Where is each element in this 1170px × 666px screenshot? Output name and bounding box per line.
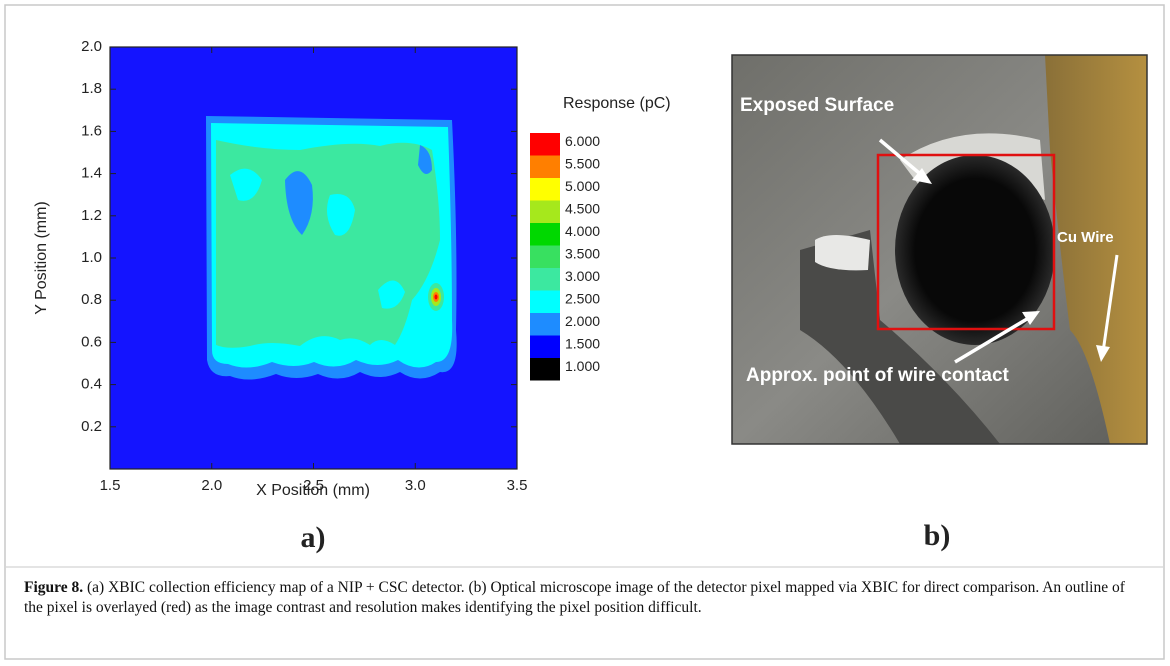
colorbar-swatch bbox=[530, 290, 560, 313]
colorbar-tick-label: 5.000 bbox=[565, 178, 600, 194]
colorbar-tick-label: 1.500 bbox=[565, 335, 600, 351]
y-tick-label: 1.8 bbox=[81, 80, 102, 97]
x-tick-label: 3.5 bbox=[507, 477, 528, 494]
contour-map bbox=[110, 47, 517, 469]
colorbar-tick-label: 3.500 bbox=[565, 245, 600, 261]
image-annotation: Approx. point of wire contact bbox=[746, 365, 1010, 386]
panel-label: b) bbox=[924, 519, 951, 552]
y-tick-label: 0.4 bbox=[81, 376, 102, 393]
image-annotation: Exposed Surface bbox=[740, 95, 894, 116]
colorbar-swatch bbox=[530, 313, 560, 336]
y-tick-label: 1.6 bbox=[81, 122, 102, 139]
y-tick-label: 1.2 bbox=[81, 207, 102, 224]
colorbar-tick-label: 2.500 bbox=[565, 290, 600, 306]
microscope-image bbox=[731, 54, 1148, 445]
y-tick-label: 0.2 bbox=[81, 418, 102, 435]
x-tick-label: 2.5 bbox=[303, 477, 324, 494]
x-tick-label: 3.0 bbox=[405, 477, 426, 494]
y-tick-label: 2.0 bbox=[81, 38, 102, 55]
colorbar-swatch bbox=[530, 133, 560, 156]
colorbar-swatch bbox=[530, 245, 560, 268]
y-tick-label: 1.0 bbox=[81, 249, 102, 266]
colorbar-swatch bbox=[530, 268, 560, 291]
colorbar-tick-label: 5.500 bbox=[565, 155, 600, 171]
caption-label: Figure 8. bbox=[24, 579, 84, 596]
colorbar-tick-label: 1.000 bbox=[565, 358, 600, 374]
x-tick-label: 1.5 bbox=[100, 477, 121, 494]
colorbar-swatch bbox=[530, 358, 560, 381]
y-axis-label: Y Position (mm) bbox=[33, 201, 50, 315]
image-annotation: Cu Wire bbox=[1057, 229, 1114, 246]
colorbar-tick-label: 6.000 bbox=[565, 133, 600, 149]
caption: Figure 8. (a) XBIC collection efficiency… bbox=[24, 578, 1144, 618]
figure-border bbox=[4, 4, 1165, 660]
colorbar-swatch bbox=[530, 178, 560, 201]
colorbar-tick-label: 4.000 bbox=[565, 223, 600, 239]
caption-text: (a) XBIC collection efficiency map of a … bbox=[24, 579, 1125, 616]
panel-label: a) bbox=[301, 521, 326, 554]
colorbar-tick-label: 4.500 bbox=[565, 200, 600, 216]
x-tick-label: 2.0 bbox=[201, 477, 222, 494]
colorbar-tick-label: 3.000 bbox=[565, 268, 600, 284]
y-tick-label: 0.6 bbox=[81, 333, 102, 350]
x-axis-label: X Position (mm) bbox=[256, 482, 370, 499]
colorbar-label: Response (pC) bbox=[563, 95, 671, 112]
colorbar-tick-label: 2.000 bbox=[565, 313, 600, 329]
y-tick-label: 0.8 bbox=[81, 291, 102, 308]
colorbar-swatch bbox=[530, 335, 560, 358]
colorbar-swatch bbox=[530, 200, 560, 223]
colorbar-swatch bbox=[530, 223, 560, 246]
y-tick-label: 1.4 bbox=[81, 165, 102, 182]
colorbar-swatch bbox=[530, 155, 560, 178]
